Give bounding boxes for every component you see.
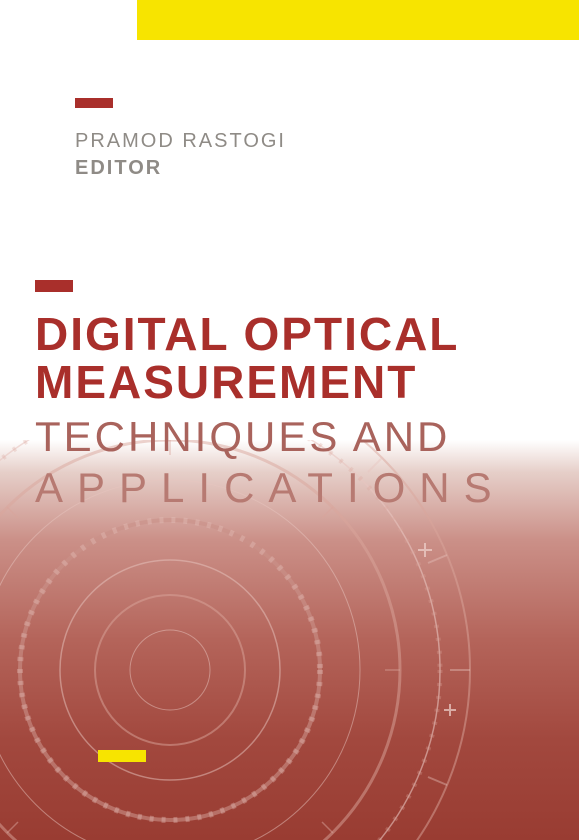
editor-label: EDITOR xyxy=(75,157,286,180)
title-line-4: APPLICATIONS xyxy=(35,463,579,513)
red-dash-top xyxy=(75,98,113,108)
title-line-2: MEASUREMENT xyxy=(35,358,579,406)
book-cover: PRAMOD RASTOGI EDITOR xyxy=(0,0,579,840)
top-yellow-bar xyxy=(137,0,579,40)
title-line-3: TECHNIQUES AND xyxy=(35,413,579,461)
title-block: DIGITAL OPTICAL MEASUREMENT TECHNIQUES A… xyxy=(35,310,579,513)
author-name: PRAMOD RASTOGI xyxy=(75,130,286,153)
title-line-1: DIGITAL OPTICAL xyxy=(35,310,579,358)
author-block: PRAMOD RASTOGI EDITOR xyxy=(75,130,286,180)
yellow-dash-bottom xyxy=(98,750,146,762)
red-dash-mid xyxy=(35,280,73,292)
